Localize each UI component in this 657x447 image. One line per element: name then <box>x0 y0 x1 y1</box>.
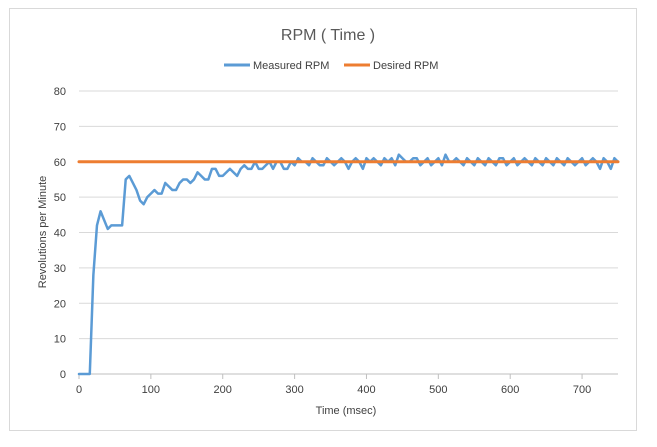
y-tick-label-60: 60 <box>54 157 66 169</box>
x-tick-label-0: 0 <box>76 384 82 396</box>
chart-frame <box>9 8 637 431</box>
legend: Measured RPM Desired RPM <box>224 60 438 72</box>
x-tick-label-600: 600 <box>501 384 519 396</box>
y-tick-label-20: 20 <box>54 298 66 310</box>
x-axis <box>78 373 618 379</box>
series-layer <box>77 153 620 376</box>
y-tick-label-0: 0 <box>60 369 66 381</box>
y-axis-ticks: 0 10 20 30 40 50 60 70 80 <box>54 86 66 381</box>
y-tick-label-80: 80 <box>54 86 66 98</box>
y-axis-label: Revolutions per Minute <box>37 176 49 289</box>
y-tick-label-40: 40 <box>54 228 66 240</box>
series-line-measured-rpm <box>77 153 620 376</box>
x-tick-label-700: 700 <box>573 384 591 396</box>
y-tick-label-50: 50 <box>54 192 66 204</box>
x-tick-label-500: 500 <box>429 384 447 396</box>
gridlines <box>79 90 618 340</box>
x-tick-label-300: 300 <box>285 384 303 396</box>
legend-label-measured: Measured RPM <box>253 60 329 72</box>
x-axis-label: Time (msec) <box>316 405 377 417</box>
y-tick-label-70: 70 <box>54 121 66 133</box>
x-tick-label-100: 100 <box>142 384 160 396</box>
y-tick-label-30: 30 <box>54 263 66 275</box>
x-tick-label-400: 400 <box>357 384 375 396</box>
chart-title: RPM ( Time ) <box>281 27 375 44</box>
y-tick-label-10: 10 <box>54 334 66 346</box>
legend-label-desired: Desired RPM <box>373 60 438 72</box>
x-axis-ticks: 0 100 200 300 400 500 600 700 <box>76 384 591 396</box>
x-tick-label-200: 200 <box>214 384 232 396</box>
